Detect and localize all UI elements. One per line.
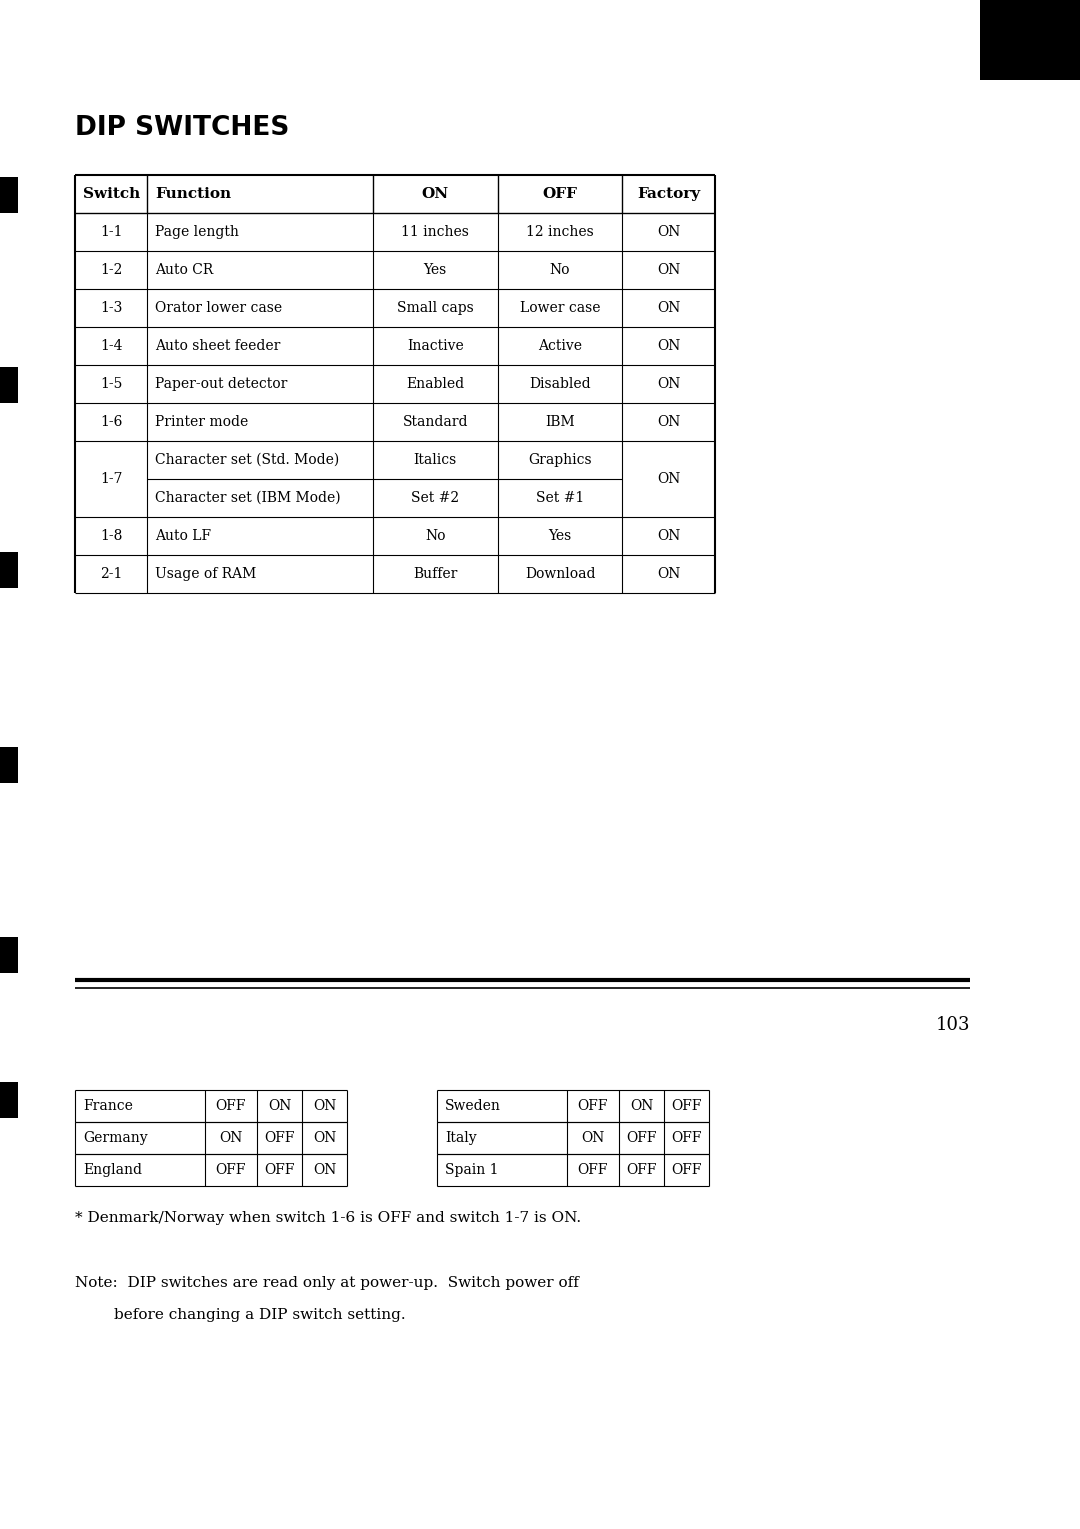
Text: ON: ON (219, 1131, 243, 1145)
Text: OFF: OFF (542, 187, 578, 200)
Text: No: No (550, 263, 570, 277)
Text: IBM: IBM (545, 414, 575, 430)
Text: OFF: OFF (626, 1131, 657, 1145)
Text: OFF: OFF (265, 1164, 295, 1177)
Text: 1-1: 1-1 (100, 225, 122, 239)
Text: Standard: Standard (403, 414, 468, 430)
Text: ON: ON (581, 1131, 605, 1145)
Text: Auto CR: Auto CR (156, 263, 214, 277)
Text: Graphics: Graphics (528, 453, 592, 466)
Text: Italy: Italy (445, 1131, 476, 1145)
Text: * Denmark/Norway when switch 1-6 is OFF and switch 1-7 is ON.: * Denmark/Norway when switch 1-6 is OFF … (75, 1211, 581, 1225)
Text: ON: ON (313, 1164, 336, 1177)
Text: OFF: OFF (578, 1099, 608, 1113)
Text: ON: ON (657, 225, 680, 239)
Text: ON: ON (421, 187, 449, 200)
Text: Printer mode: Printer mode (156, 414, 248, 430)
Text: 1-5: 1-5 (100, 378, 122, 391)
Text: Character set (Std. Mode): Character set (Std. Mode) (156, 453, 340, 466)
Text: ON: ON (657, 301, 680, 315)
Text: England: England (83, 1164, 141, 1177)
Text: Page length: Page length (156, 225, 240, 239)
Text: ON: ON (630, 1099, 653, 1113)
Text: ON: ON (313, 1099, 336, 1113)
Text: 1-6: 1-6 (100, 414, 122, 430)
Text: 1-7: 1-7 (100, 472, 122, 486)
Text: DIP SWITCHES: DIP SWITCHES (75, 115, 289, 141)
Text: Set #1: Set #1 (536, 491, 584, 505)
Bar (0, 748, 18, 783)
Text: ON: ON (657, 529, 680, 543)
Text: Active: Active (538, 339, 582, 353)
Text: OFF: OFF (672, 1164, 702, 1177)
Text: Download: Download (525, 567, 595, 581)
Text: Yes: Yes (549, 529, 571, 543)
Text: 1-3: 1-3 (100, 301, 122, 315)
Text: Paper-out detector: Paper-out detector (156, 378, 288, 391)
Text: Yes: Yes (423, 263, 447, 277)
Bar (0, 552, 18, 589)
Text: Germany: Germany (83, 1131, 148, 1145)
Text: ON: ON (657, 567, 680, 581)
Text: Auto sheet feeder: Auto sheet feeder (156, 339, 281, 353)
Text: Italics: Italics (414, 453, 457, 466)
Text: 1-8: 1-8 (100, 529, 122, 543)
Text: OFF: OFF (216, 1099, 246, 1113)
Text: OFF: OFF (216, 1164, 246, 1177)
Text: No: No (426, 529, 446, 543)
Text: 103: 103 (935, 1015, 970, 1034)
Bar (0, 177, 18, 213)
Text: 1-2: 1-2 (100, 263, 122, 277)
Text: Usage of RAM: Usage of RAM (156, 567, 257, 581)
Text: ON: ON (657, 472, 680, 486)
Text: Note:  DIP switches are read only at power-up.  Switch power off: Note: DIP switches are read only at powe… (75, 1277, 579, 1290)
Bar (0, 1083, 18, 1118)
Text: France: France (83, 1099, 133, 1113)
Text: ON: ON (657, 378, 680, 391)
Text: ON: ON (657, 414, 680, 430)
Text: 2-1: 2-1 (100, 567, 122, 581)
Text: OFF: OFF (265, 1131, 295, 1145)
Bar (0, 367, 18, 404)
Text: OFF: OFF (672, 1099, 702, 1113)
Text: ON: ON (268, 1099, 292, 1113)
Text: Sweden: Sweden (445, 1099, 501, 1113)
Text: Spain 1: Spain 1 (445, 1164, 499, 1177)
Text: OFF: OFF (672, 1131, 702, 1145)
Text: ON: ON (657, 339, 680, 353)
Text: Function: Function (156, 187, 231, 200)
Text: Enabled: Enabled (406, 378, 464, 391)
Bar (980, 0, 1080, 80)
Text: Disabled: Disabled (529, 378, 591, 391)
Text: Factory: Factory (637, 187, 700, 200)
Text: Small caps: Small caps (396, 301, 474, 315)
Text: 12 inches: 12 inches (526, 225, 594, 239)
Text: OFF: OFF (626, 1164, 657, 1177)
Text: ON: ON (313, 1131, 336, 1145)
Text: 1-4: 1-4 (100, 339, 122, 353)
Text: Orator lower case: Orator lower case (156, 301, 283, 315)
Text: OFF: OFF (578, 1164, 608, 1177)
Text: before changing a DIP switch setting.: before changing a DIP switch setting. (75, 1307, 406, 1323)
Text: Character set (IBM Mode): Character set (IBM Mode) (156, 491, 341, 505)
Text: 11 inches: 11 inches (402, 225, 469, 239)
Text: Lower case: Lower case (519, 301, 600, 315)
Text: Auto LF: Auto LF (156, 529, 212, 543)
Text: Buffer: Buffer (413, 567, 458, 581)
Text: Inactive: Inactive (407, 339, 463, 353)
Text: Switch: Switch (82, 187, 139, 200)
Bar (0, 937, 18, 972)
Text: Set #2: Set #2 (411, 491, 459, 505)
Text: ON: ON (657, 263, 680, 277)
